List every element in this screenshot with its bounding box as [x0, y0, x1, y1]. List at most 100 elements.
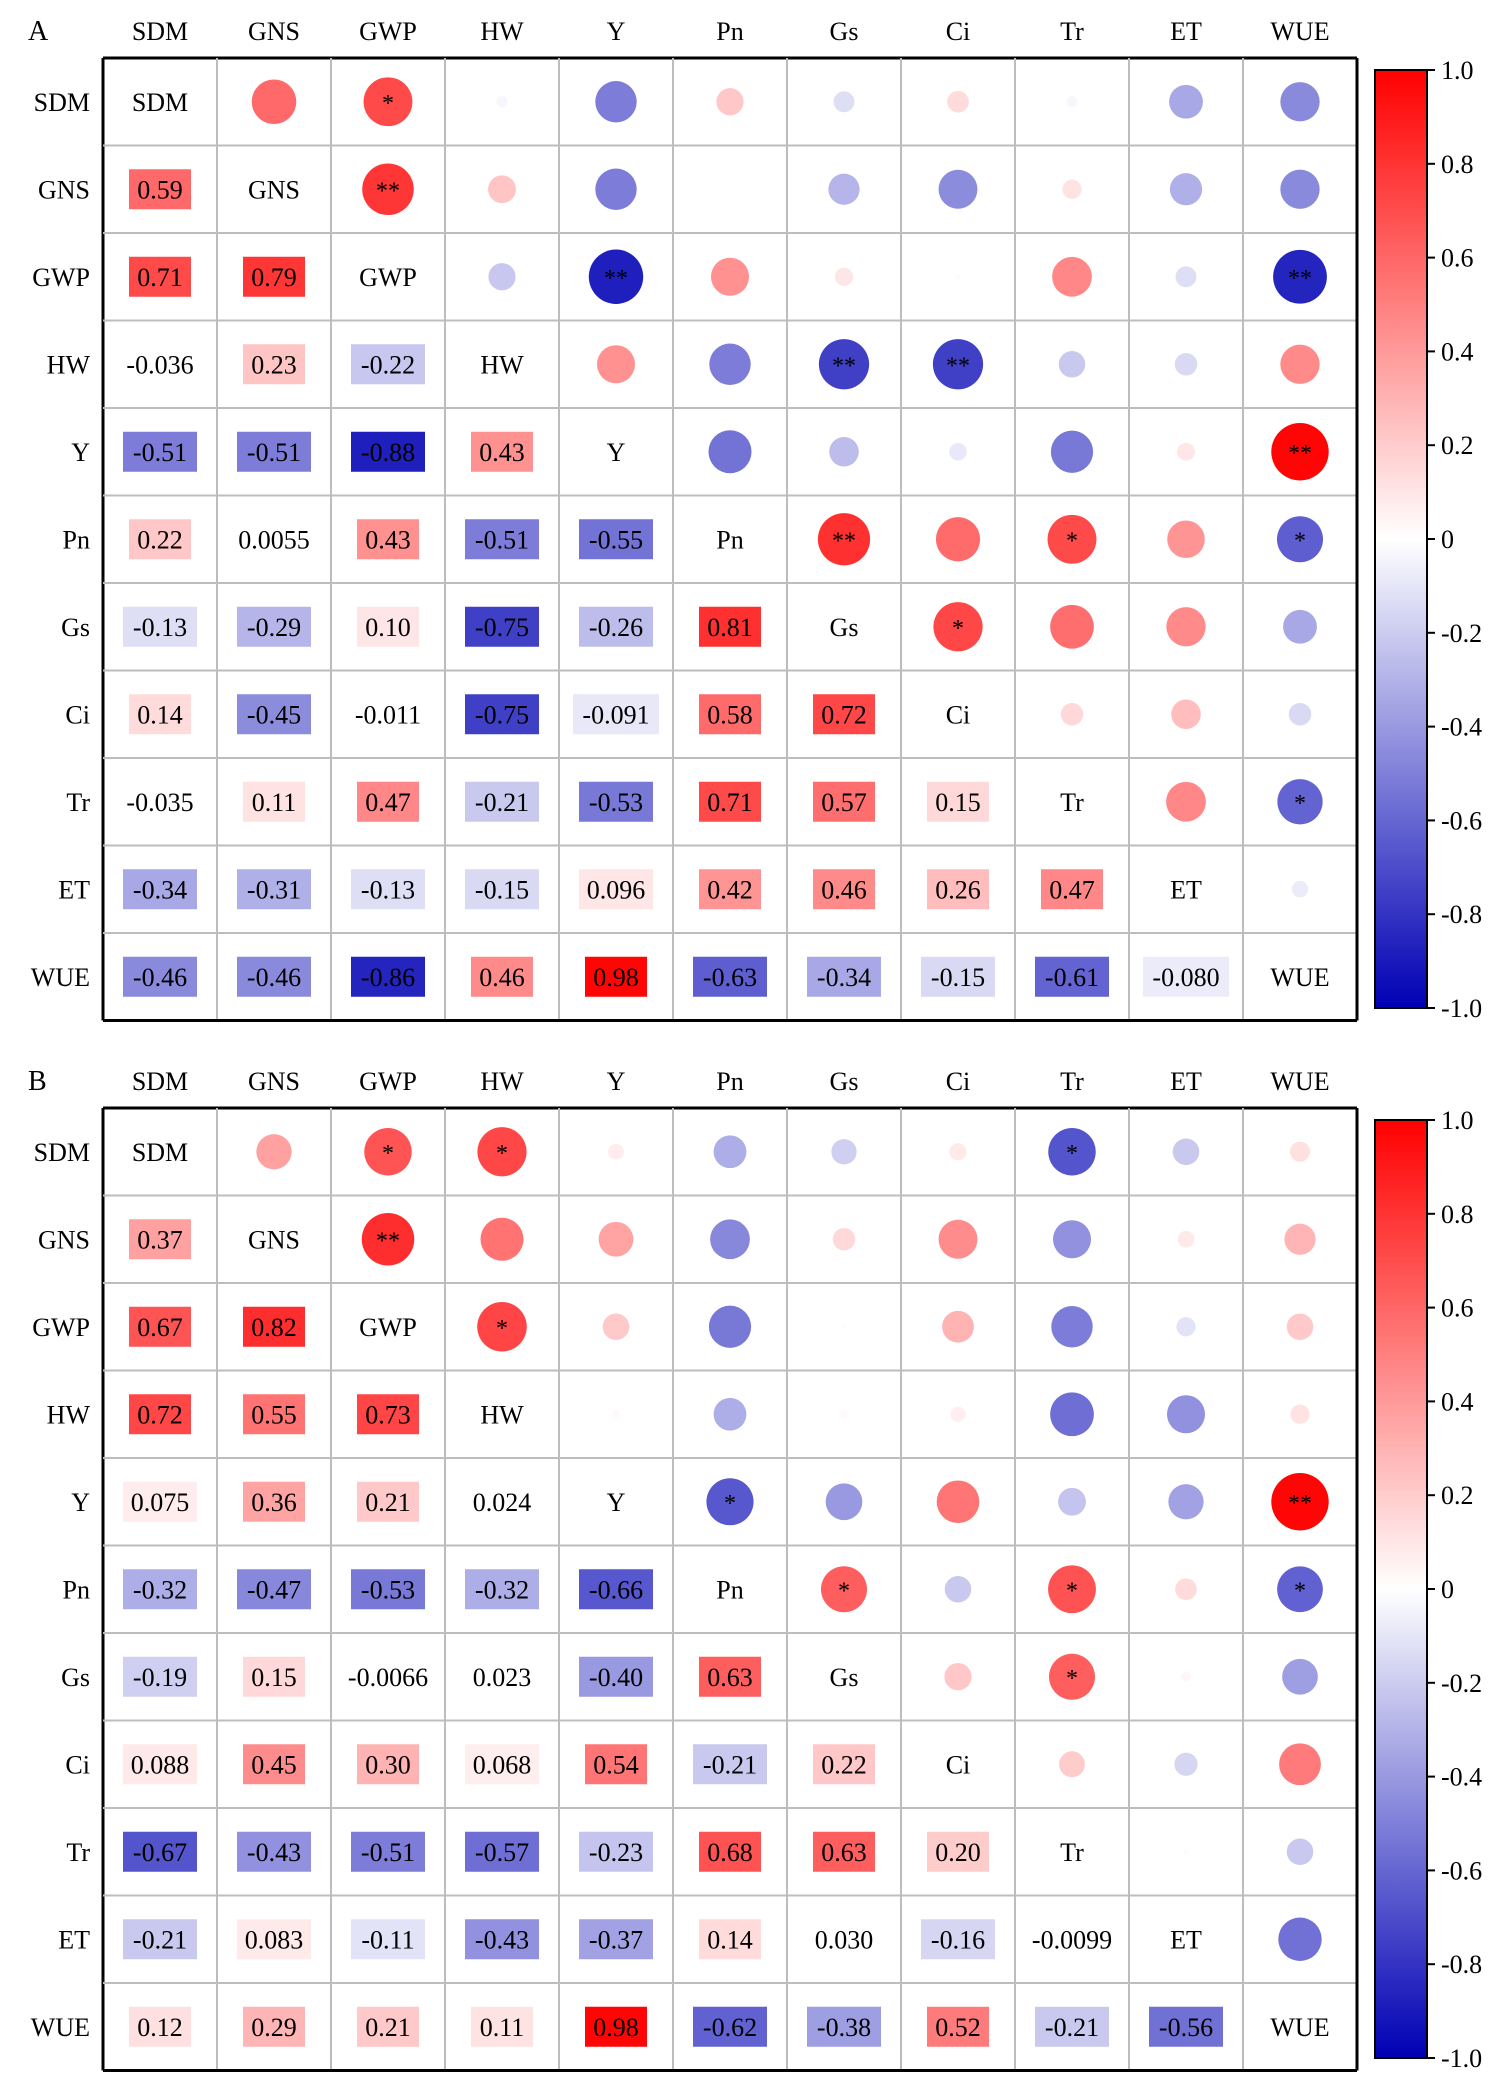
- correlation-box: [465, 1744, 539, 1785]
- column-label: Ci: [946, 17, 971, 46]
- correlation-box: [585, 956, 647, 997]
- colorbar-tick-label: -0.8: [1441, 1950, 1482, 1979]
- correlation-value: -0.51: [475, 525, 529, 554]
- correlation-circle: [1048, 1128, 1096, 1176]
- correlation-value: 0.46: [479, 963, 525, 992]
- correlation-circle: [1062, 179, 1082, 199]
- correlation-circle: [1059, 1751, 1085, 1778]
- significance-mark: **: [376, 1228, 400, 1254]
- column-label: SDM: [132, 1067, 188, 1096]
- correlation-value: 0.63: [821, 1838, 867, 1867]
- correlation-value: -0.15: [475, 875, 529, 904]
- correlation-box: [351, 956, 425, 997]
- correlation-circle: [251, 79, 297, 125]
- correlation-box: [129, 1219, 191, 1260]
- diagonal-label: Ci: [946, 1750, 971, 1779]
- significance-mark: **: [1288, 441, 1312, 467]
- correlation-box: [123, 606, 197, 647]
- correlation-value: -0.035: [126, 788, 193, 817]
- correlation-value: 0.30: [365, 1750, 411, 1779]
- correlation-circle: [1284, 1223, 1316, 1255]
- correlation-circle: [938, 1219, 978, 1259]
- column-label: HW: [480, 1067, 524, 1096]
- significance-mark: *: [496, 1141, 508, 1167]
- significance-mark: **: [832, 353, 856, 379]
- colorbar-tick-label: -0.4: [1441, 713, 1482, 742]
- correlation-value: 0.10: [365, 613, 411, 642]
- correlation-value: -0.34: [817, 963, 871, 992]
- diagonal-label: SDM: [132, 88, 188, 117]
- diagonal-label: GWP: [359, 1313, 417, 1342]
- correlation-value: 0.52: [935, 2013, 981, 2042]
- correlation-value: -0.43: [475, 1925, 529, 1954]
- correlation-circle: [362, 163, 414, 216]
- correlation-circle: [1052, 256, 1092, 297]
- correlation-box: [921, 1919, 995, 1960]
- row-label: GWP: [32, 1313, 90, 1342]
- column-label: Tr: [1060, 17, 1084, 46]
- correlation-circle: [588, 249, 644, 304]
- correlation-box: [1149, 2006, 1223, 2047]
- correlation-box: [585, 1744, 647, 1785]
- significance-mark: *: [382, 91, 394, 117]
- correlation-box: [243, 1656, 305, 1697]
- correlation-value: 0.46: [821, 875, 867, 904]
- column-label: Y: [607, 17, 626, 46]
- correlation-box: [699, 1831, 761, 1872]
- correlation-box: [351, 869, 425, 910]
- column-label: Gs: [830, 17, 859, 46]
- correlation-box: [813, 694, 875, 735]
- correlation-value: -0.45: [247, 700, 301, 729]
- correlation-circle: [947, 90, 969, 113]
- correlation-value: -0.21: [475, 788, 529, 817]
- correlation-circle: [950, 1406, 966, 1422]
- correlation-value: -0.036: [126, 350, 193, 379]
- diagonal-label: Y: [607, 1488, 626, 1517]
- correlation-value: 0.81: [707, 613, 753, 642]
- correlation-circle: [1047, 514, 1097, 564]
- correlation-circle: [596, 345, 636, 384]
- correlation-box: [357, 1481, 419, 1522]
- correlation-circle: [1066, 96, 1078, 108]
- correlation-box: [927, 781, 989, 822]
- correlation-value: -0.75: [475, 613, 529, 642]
- correlation-value: 0.083: [245, 1925, 304, 1954]
- correlation-value: -0.55: [589, 525, 643, 554]
- correlation-circle: [713, 1397, 747, 1431]
- significance-mark: *: [838, 1578, 850, 1604]
- correlation-box: [921, 956, 995, 997]
- correlation-circle: [833, 91, 855, 113]
- significance-mark: **: [946, 353, 970, 379]
- correlation-box: [927, 2006, 989, 2047]
- correlation-value: -0.21: [703, 1750, 757, 1779]
- correlation-box: [699, 1656, 761, 1697]
- correlation-value: -0.31: [247, 875, 301, 904]
- correlation-box: [465, 869, 539, 910]
- correlation-value: -0.56: [1159, 2013, 1213, 2042]
- correlation-value: 0.79: [251, 263, 297, 292]
- correlation-box: [237, 956, 311, 997]
- correlation-circle: [834, 267, 854, 286]
- correlation-circle: [706, 1478, 754, 1526]
- correlation-value: -0.13: [133, 613, 187, 642]
- diagonal-label: ET: [1170, 875, 1202, 904]
- column-label: ET: [1170, 1067, 1202, 1096]
- correlation-circle: [1052, 1220, 1092, 1259]
- correlation-circle: [841, 1324, 847, 1330]
- correlation-box: [357, 1394, 419, 1435]
- correlation-box: [237, 694, 311, 735]
- correlation-box: [693, 2006, 767, 2047]
- correlation-circle: [1175, 266, 1197, 288]
- correlation-box: [1143, 956, 1229, 997]
- correlation-value: 0.030: [815, 1925, 874, 1954]
- correlation-box: [357, 519, 419, 560]
- colorbar-tick-label: 0.8: [1441, 1200, 1474, 1229]
- correlation-panel-a: SDM SDM GNS GNS GWP GWP HW HW Y Y Pn Pn Gs Gs Ci Ci Tr Tr…: [31, 17, 1482, 1023]
- diagonal-label: Tr: [1060, 1838, 1084, 1867]
- correlation-value: -0.51: [361, 1838, 415, 1867]
- column-label: Ci: [946, 1067, 971, 1096]
- correlation-value: -0.16: [931, 1925, 985, 1954]
- correlation-value: 0.22: [821, 1750, 867, 1779]
- correlation-value: 0.43: [365, 525, 411, 554]
- correlation-circle: [936, 1480, 980, 1524]
